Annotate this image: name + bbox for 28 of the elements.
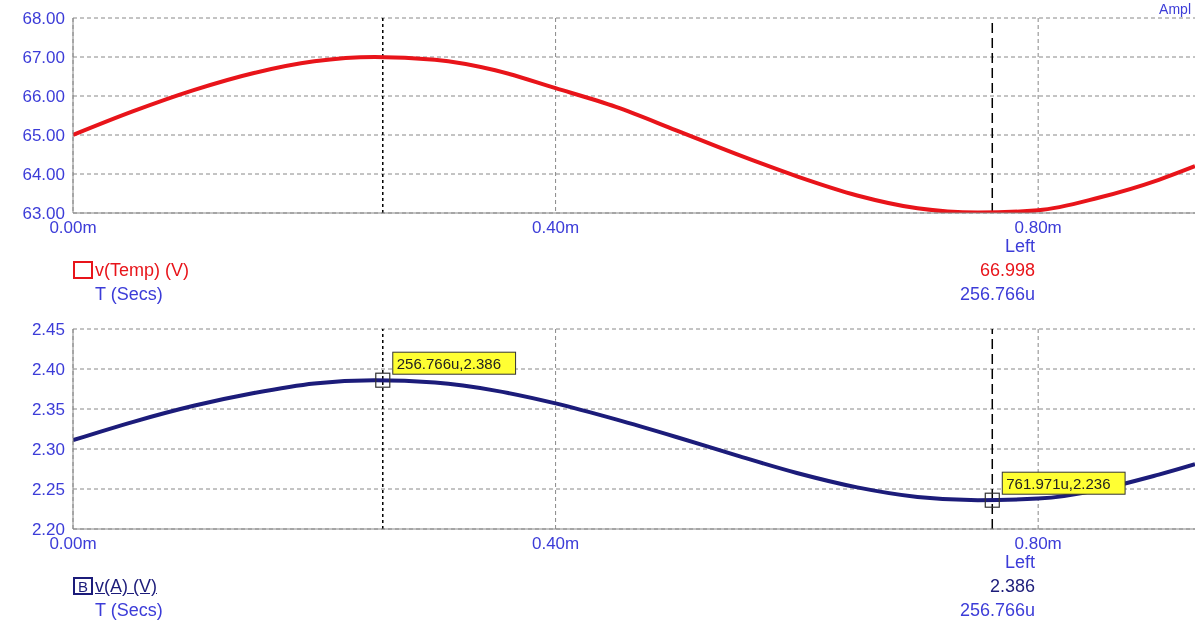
legend-label: v(Temp) (V) [95, 259, 189, 282]
y-tick-label: 2.45 [31, 320, 65, 340]
y-tick-label: 67.00 [22, 48, 65, 68]
text: Left [1004, 552, 1035, 572]
y-tick-label: 64.00 [22, 165, 65, 185]
x-tick-label: 0.40m [531, 218, 580, 238]
y-tick-label: 2.40 [31, 360, 65, 380]
y-tick-label: 2.35 [31, 400, 65, 420]
y-tick-label: 68.00 [22, 9, 65, 29]
annotation: 256.766u,2.386 [396, 355, 502, 373]
text: B [73, 577, 93, 595]
annotation: 761.971u,2.236 [1006, 475, 1111, 493]
legend-label: v(A) (V) [95, 575, 157, 598]
text: Left [1004, 236, 1035, 256]
x-tick-label: 0.40m [531, 534, 580, 554]
text: Ampl [1159, 1, 1191, 17]
x-tick-label: 0.80m [1014, 534, 1062, 554]
text: 256.766u [959, 284, 1035, 304]
x-axis-title: T (Secs) [94, 599, 163, 622]
y-tick-label: 2.30 [31, 440, 65, 460]
y-tick-label: 65.00 [22, 126, 65, 146]
y-tick-label: 2.25 [31, 480, 65, 500]
text: 2.386 [989, 576, 1035, 596]
x-tick-label: 0.80m [1014, 218, 1062, 238]
x-axis-title: T (Secs) [94, 283, 164, 306]
y-tick-label: 66.00 [22, 87, 65, 107]
text: 66.998 [979, 260, 1035, 280]
text: 256.766u [959, 600, 1035, 620]
